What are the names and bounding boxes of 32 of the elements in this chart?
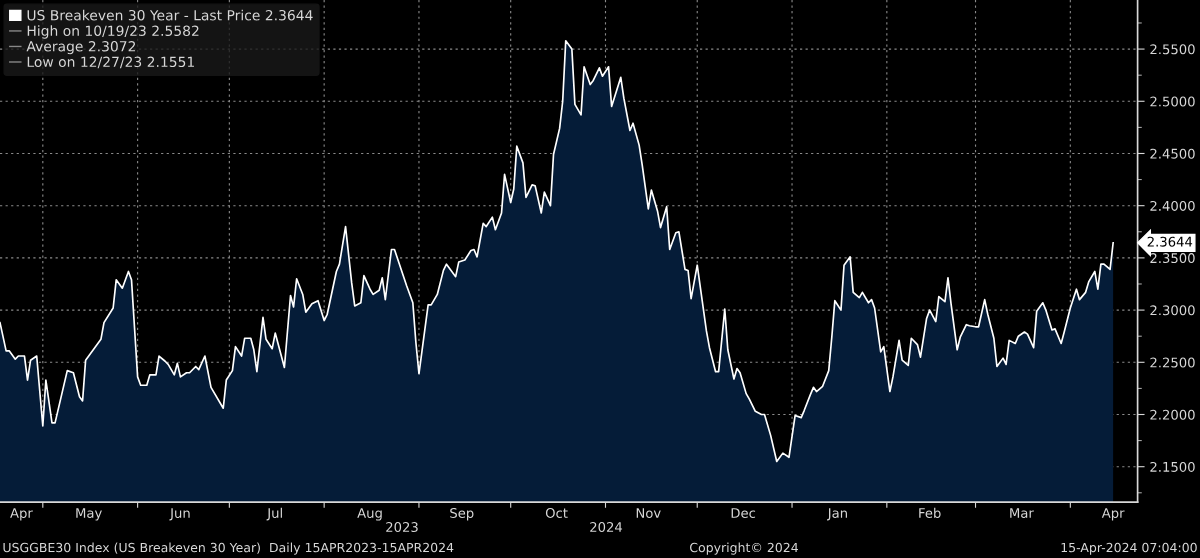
x-tick-label: Sep bbox=[450, 507, 474, 521]
x-tick-label: Apr bbox=[10, 508, 33, 521]
y-tick-label: 2.5000 bbox=[1150, 96, 1195, 107]
annotation: 2.3644 bbox=[1147, 236, 1193, 247]
y-tick-label: 2.3000 bbox=[1150, 305, 1195, 316]
y-tick-label: 2.1500 bbox=[1150, 461, 1195, 472]
text: USGGBE30 Index (US Breakeven 30 Year) Daily 15APR2023-15APR2024 bbox=[3, 542, 454, 555]
y-tick-label: 2.3500 bbox=[1150, 253, 1195, 264]
text: Copyright© 2024 bbox=[690, 542, 798, 555]
x-tick-label: Jun bbox=[169, 508, 190, 521]
text: 2024 bbox=[590, 522, 623, 533]
x-tick-label: May bbox=[76, 508, 102, 521]
x-tick-label: Apr bbox=[1101, 508, 1125, 521]
x-tick-label: Dec bbox=[731, 508, 756, 518]
y-tick-label: 2.2500 bbox=[1150, 357, 1195, 368]
y-tick-label: 2.4500 bbox=[1150, 148, 1195, 159]
annotation: Average 2.3072 bbox=[26, 41, 136, 55]
x-tick-label: Aug bbox=[357, 508, 382, 521]
text: 15-Apr-2024 07:04:00 bbox=[1061, 542, 1197, 555]
annotation: Low on 12/27/23 2.1551 bbox=[27, 56, 194, 69]
x-tick-label: Mar bbox=[1010, 508, 1034, 518]
legend-label: US Breakeven 30 Year - Last Price 2.3644 bbox=[27, 9, 313, 21]
y-tick-label: 2.2000 bbox=[1150, 409, 1195, 420]
x-tick-label: Feb bbox=[919, 507, 941, 518]
x-tick-label: Oct bbox=[545, 507, 568, 518]
annotation: High on 10/19/23 2.5582 bbox=[27, 25, 199, 39]
x-tick-label: Nov bbox=[636, 508, 661, 518]
y-tick-label: 2.4000 bbox=[1150, 200, 1195, 211]
x-tick-label: Jul bbox=[266, 507, 282, 521]
text: 2023 bbox=[386, 522, 418, 533]
x-tick-label: Jan bbox=[827, 508, 847, 521]
y-tick-label: 2.5500 bbox=[1150, 44, 1195, 55]
